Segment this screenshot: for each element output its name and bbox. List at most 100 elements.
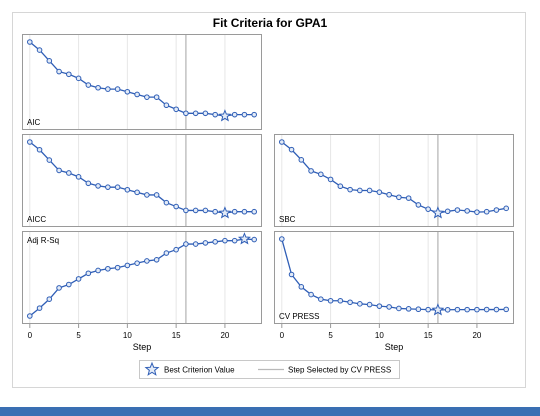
- data-point: [183, 207, 189, 214]
- data-point: [114, 86, 121, 92]
- data-point: [202, 240, 209, 246]
- data-point: [27, 39, 33, 45]
- data-point: [425, 306, 431, 313]
- data-point: [75, 174, 82, 180]
- data-point: [444, 208, 451, 215]
- data-point: [464, 306, 470, 313]
- x-tick-label: 5: [76, 331, 81, 340]
- best-value-star: [431, 206, 445, 219]
- data-point: [503, 306, 509, 313]
- data-point: [415, 202, 422, 208]
- data-point: [251, 111, 257, 118]
- data-point: [337, 183, 344, 190]
- panel-label: SBC: [279, 215, 296, 224]
- data-point: [231, 208, 238, 215]
- data-point: [36, 47, 43, 53]
- data-point: [503, 205, 509, 212]
- legend: Best Criterion Value Step Selected by CV …: [139, 360, 400, 379]
- best-value-star: [431, 303, 445, 316]
- best-value-star: [237, 232, 251, 245]
- data-point: [163, 250, 170, 256]
- panel-frame: [274, 134, 514, 227]
- data-point: [66, 170, 72, 176]
- data-point: [231, 237, 238, 244]
- data-point: [396, 305, 402, 312]
- data-point: [95, 84, 101, 91]
- data-point: [173, 246, 179, 253]
- data-point: [376, 303, 383, 309]
- x-tick-label: 10: [375, 331, 384, 340]
- data-point: [464, 208, 470, 214]
- best-value-star: [218, 109, 232, 122]
- legend-label-selected-step: Step Selected by CV PRESS: [288, 366, 391, 375]
- data-point: [105, 265, 111, 272]
- data-point: [386, 191, 392, 198]
- data-point: [144, 192, 150, 198]
- x-axis-left: 0 5 10 15 20 Step: [28, 324, 230, 352]
- panel-cv-press: CV PRESS: [274, 231, 514, 324]
- x-axis-right: 0 5 10 15 20 Step: [280, 324, 482, 352]
- chart-title: Fit Criteria for GPA1: [213, 16, 328, 30]
- data-point: [192, 110, 199, 117]
- data-point: [376, 189, 383, 195]
- data-point: [124, 262, 131, 269]
- data-point: [153, 94, 160, 100]
- data-point: [66, 281, 72, 288]
- best-value-star: [218, 206, 232, 219]
- panel-sbc: SBC: [274, 134, 514, 227]
- data-point: [454, 306, 461, 313]
- data-point: [153, 192, 160, 198]
- data-point: [386, 304, 392, 310]
- data-point: [46, 296, 53, 302]
- data-point: [95, 267, 101, 274]
- data-point: [192, 207, 199, 214]
- data-point: [212, 208, 218, 215]
- panel-background: [22, 231, 262, 324]
- data-point: [279, 236, 285, 242]
- data-point: [405, 306, 412, 312]
- data-point: [493, 207, 500, 213]
- data-point: [357, 301, 363, 307]
- x-tick-label: 0: [28, 331, 33, 340]
- data-point: [241, 208, 248, 215]
- data-point: [202, 110, 209, 117]
- panel-frame: [274, 231, 514, 324]
- data-point: [56, 285, 62, 291]
- data-point: [183, 110, 189, 117]
- data-point: [173, 203, 179, 210]
- data-point: [27, 139, 33, 145]
- panel-label: AICC: [27, 215, 46, 224]
- data-point: [241, 111, 248, 118]
- data-point: [212, 111, 218, 118]
- data-point: [124, 186, 131, 193]
- x-tick-label: 0: [280, 331, 285, 340]
- legend-label-best-criterion: Best Criterion Value: [164, 366, 235, 375]
- data-point: [85, 180, 92, 187]
- panel-aic: AIC: [22, 34, 262, 130]
- x-tick-label: 15: [172, 331, 181, 340]
- legend-star-icon: [144, 361, 160, 376]
- data-point: [27, 313, 33, 319]
- data-point: [251, 236, 257, 243]
- data-point: [279, 139, 285, 145]
- data-point: [114, 264, 121, 271]
- data-point: [327, 297, 334, 304]
- data-point: [415, 306, 422, 313]
- data-point: [144, 258, 150, 264]
- data-point: [124, 88, 131, 95]
- data-point: [288, 271, 295, 278]
- x-axis-label: Step: [133, 342, 152, 352]
- data-point: [66, 71, 72, 78]
- panel-frame: [22, 231, 262, 324]
- data-point: [396, 194, 402, 201]
- panel-frame: [22, 134, 262, 227]
- x-tick-label: 20: [220, 331, 229, 340]
- data-point: [192, 241, 199, 247]
- data-point: [114, 184, 121, 190]
- data-point: [298, 284, 305, 290]
- data-point: [366, 301, 373, 308]
- panel-aicc: AICC: [22, 134, 262, 227]
- data-point: [36, 146, 43, 153]
- data-point: [327, 176, 334, 183]
